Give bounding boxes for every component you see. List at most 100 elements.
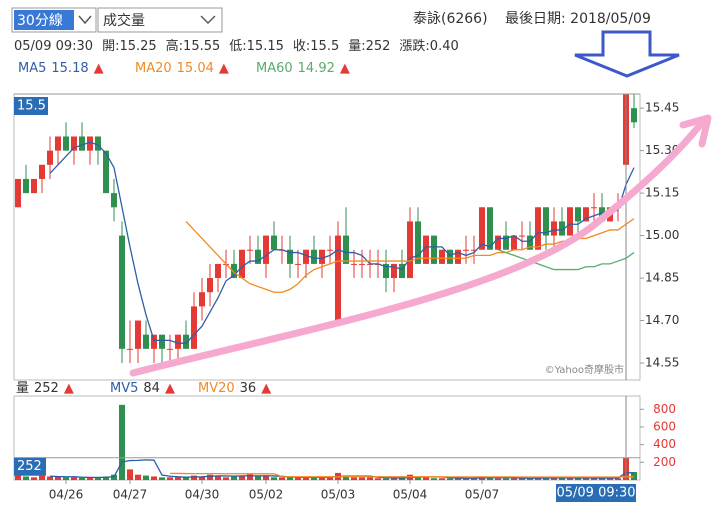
info-item: 低:15.15 xyxy=(229,39,284,54)
volume-bar xyxy=(231,476,237,480)
price-plot xyxy=(15,94,637,364)
cursor-badge xyxy=(14,457,46,476)
indicator-select-text: 成交量 xyxy=(103,12,145,29)
candle-body xyxy=(559,221,565,236)
candle-body xyxy=(351,263,357,265)
volume-bar xyxy=(71,477,77,480)
candle-body xyxy=(167,348,173,350)
x-tick-label: 05/03 xyxy=(321,488,356,502)
volume-bar xyxy=(39,475,45,480)
candle-body xyxy=(487,207,493,250)
legend: MA20 15.04 ▲ xyxy=(135,61,229,76)
y-tick-label: 200 xyxy=(653,455,676,469)
candle-body xyxy=(391,263,397,279)
indicator-select[interactable] xyxy=(97,7,223,33)
candle-body xyxy=(111,193,117,208)
y-tick-label: 400 xyxy=(653,437,676,451)
volume-bar xyxy=(447,478,453,480)
volume-bar xyxy=(175,477,181,480)
candle-body xyxy=(423,235,429,264)
trend-arrow xyxy=(129,121,704,377)
candle-body xyxy=(71,136,77,151)
volume-bar xyxy=(431,478,437,480)
candle-body xyxy=(543,207,549,236)
candle-body xyxy=(519,235,525,237)
volume-bar xyxy=(559,478,565,480)
volume-bar xyxy=(103,476,109,480)
volume-bar xyxy=(415,476,421,480)
info-item: 高:15.55 xyxy=(166,38,221,54)
volume-bar xyxy=(575,478,581,480)
volume-bar xyxy=(119,404,125,480)
ma-line xyxy=(185,218,635,293)
candle-body xyxy=(439,249,445,264)
volume-bar xyxy=(455,478,461,480)
candle-body xyxy=(415,221,421,264)
candle-body xyxy=(199,292,205,307)
candle-body xyxy=(79,136,85,151)
candle-body xyxy=(215,263,221,279)
y-tick-label: 14.55 xyxy=(645,356,679,370)
candle-body xyxy=(39,164,45,179)
ma-line xyxy=(169,472,634,478)
candle-body xyxy=(319,249,325,264)
candle-body xyxy=(55,136,61,151)
y-tick-label: 15.00 xyxy=(645,228,679,242)
volume-bar xyxy=(399,478,405,480)
candle-body xyxy=(407,221,413,279)
chevron xyxy=(78,15,92,25)
volume-bar xyxy=(127,469,133,480)
candle-body xyxy=(63,136,69,151)
volume-bar xyxy=(151,476,157,480)
candle-body xyxy=(143,334,149,349)
volume-bar xyxy=(15,474,21,480)
legend-trend: ▲ xyxy=(261,381,271,396)
volume-bar xyxy=(263,476,269,480)
candle-body xyxy=(447,249,453,264)
cursor-badge xyxy=(14,97,48,115)
candle-body xyxy=(479,207,485,250)
legend-name: MV20 xyxy=(198,381,235,396)
candle-body xyxy=(335,235,341,321)
candle-body xyxy=(631,108,637,123)
volume-bar xyxy=(255,476,261,480)
volume-bar xyxy=(31,477,37,480)
candle-body xyxy=(471,249,477,251)
volume-plot xyxy=(15,404,637,480)
volume-bar xyxy=(367,477,373,480)
volume-bar xyxy=(247,473,253,480)
candle-body xyxy=(591,207,597,209)
legend-value: 14.92 xyxy=(298,61,335,76)
legend-value: 15.04 xyxy=(177,61,214,76)
watermark: ©Yahoo奇摩股市 xyxy=(545,363,624,376)
cursor-date-badge xyxy=(556,484,636,502)
legend-trend: ▲ xyxy=(340,61,350,76)
trend-arrow-head xyxy=(679,114,712,148)
info-line: 05/09 09:30 開:15.25 高:15.55 低:15.15 收:15.5 量:… xyxy=(14,38,459,54)
candle-body xyxy=(503,235,509,250)
candle-body xyxy=(527,235,533,250)
stock-name: 泰詠(6266) xyxy=(413,11,488,27)
volume-bar xyxy=(303,477,309,480)
candle-body xyxy=(47,150,53,165)
volume-bar xyxy=(271,477,277,480)
volume-bar xyxy=(79,477,85,480)
legend-trend: ▲ xyxy=(219,61,229,76)
legend-trend: ▲ xyxy=(64,381,74,396)
volume-bar xyxy=(87,477,93,480)
legend-name: MA60 xyxy=(256,61,293,76)
volume-bar xyxy=(287,477,293,480)
chevron xyxy=(200,15,216,24)
y-tick-label: 15.45 xyxy=(645,101,679,115)
volume-bar xyxy=(591,478,597,480)
candle-body xyxy=(183,334,189,349)
info-item: 05/09 09:30 xyxy=(14,39,93,54)
candle-body xyxy=(551,221,557,236)
x-tick-label: 05/02 xyxy=(249,488,284,502)
period-select-highlight xyxy=(14,10,74,30)
legend-name: MA5 xyxy=(18,61,46,76)
legend-trend: ▲ xyxy=(165,381,175,396)
volume-bar xyxy=(375,478,381,480)
volume-bar xyxy=(199,476,205,480)
volume-bar xyxy=(519,478,525,480)
